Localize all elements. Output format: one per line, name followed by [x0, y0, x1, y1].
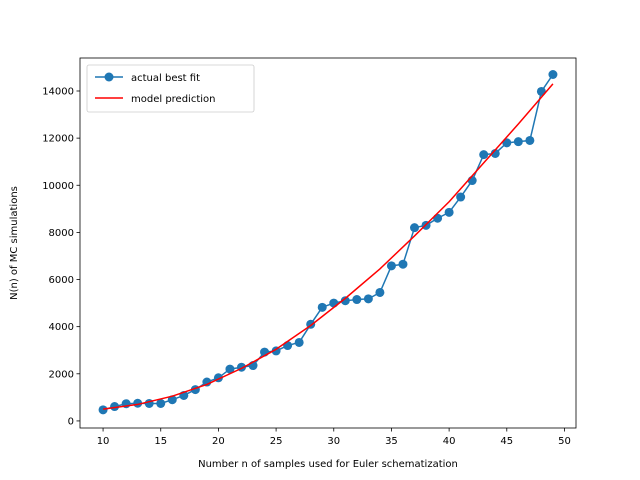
data-point-actual-best-fit — [352, 295, 362, 305]
data-point-actual-best-fit — [98, 405, 108, 415]
series-line-model-prediction — [102, 83, 554, 410]
legend: actual best fit model prediction — [86, 64, 255, 113]
data-point-actual-best-fit — [398, 259, 408, 269]
data-point-actual-best-fit — [317, 302, 327, 312]
plot-content — [98, 69, 558, 415]
data-point-actual-best-fit — [375, 287, 385, 297]
data-point-actual-best-fit — [525, 135, 535, 145]
y-tick-label: 0 — [68, 416, 74, 427]
legend-label-model-prediction: model prediction — [131, 94, 216, 105]
data-point-actual-best-fit — [456, 192, 466, 202]
x-tick-label: 35 — [385, 436, 398, 447]
y-tick-label: 4000 — [49, 322, 74, 333]
x-tick-label: 50 — [558, 436, 571, 447]
data-point-actual-best-fit — [156, 398, 166, 408]
x-tick-label: 30 — [327, 436, 340, 447]
data-point-actual-best-fit — [467, 176, 477, 186]
x-tick-label: 25 — [270, 436, 283, 447]
x-tick-label: 20 — [212, 436, 225, 447]
x-tick-label: 40 — [443, 436, 456, 447]
data-point-actual-best-fit — [444, 207, 454, 217]
y-tick-label: 2000 — [49, 369, 74, 380]
y-tick-label: 6000 — [49, 275, 74, 286]
y-axis-label: N(n) of MC simulations — [9, 186, 20, 300]
y-tick-label: 8000 — [49, 228, 74, 239]
x-tick-label: 10 — [97, 436, 110, 447]
data-point-actual-best-fit — [110, 402, 120, 412]
legend-marker-actual-best-fit — [104, 72, 114, 82]
y-tick-label: 10000 — [42, 181, 74, 192]
data-point-actual-best-fit — [386, 261, 396, 271]
data-point-actual-best-fit — [340, 296, 350, 306]
data-point-actual-best-fit — [479, 150, 489, 160]
data-point-actual-best-fit — [271, 346, 281, 356]
data-point-actual-best-fit — [225, 364, 235, 374]
data-point-actual-best-fit — [363, 294, 373, 304]
legend-label-actual-best-fit: actual best fit — [131, 73, 200, 84]
x-axis-label: Number n of samples used for Euler schem… — [198, 459, 458, 470]
data-point-actual-best-fit — [548, 69, 558, 79]
data-point-actual-best-fit — [410, 223, 420, 233]
y-axis: 0 2000 4000 6000 8000 10000 12000 14000 — [42, 86, 80, 427]
series-line-actual-best-fit — [102, 74, 554, 411]
data-point-actual-best-fit — [433, 213, 443, 223]
data-point-actual-best-fit — [294, 337, 304, 347]
data-point-actual-best-fit — [513, 137, 523, 147]
y-tick-label: 14000 — [42, 86, 74, 97]
data-point-actual-best-fit — [283, 341, 293, 351]
plot-frame — [79, 57, 577, 429]
x-tick-label: 15 — [154, 436, 167, 447]
y-tick-label: 12000 — [42, 134, 74, 145]
legend-box — [86, 64, 255, 113]
data-point-actual-best-fit — [202, 377, 212, 387]
data-point-actual-best-fit — [490, 148, 500, 158]
x-tick-label: 45 — [500, 436, 513, 447]
data-point-actual-best-fit — [133, 398, 143, 408]
x-axis: 10 15 20 25 30 35 40 45 50 — [97, 428, 571, 447]
data-point-actual-best-fit — [329, 298, 339, 308]
